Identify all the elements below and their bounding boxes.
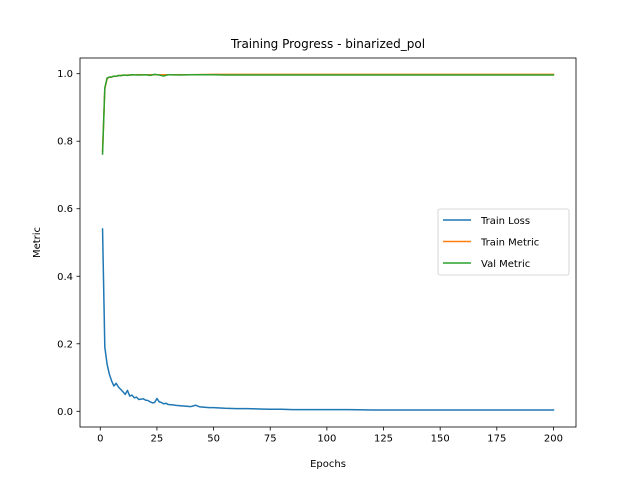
y-axis-label: Metric [32,227,43,258]
x-axis-label: Epochs [310,459,346,470]
x-tick-label: 50 [207,434,220,445]
y-tick-label: 0.4 [57,272,73,283]
y-tick-label: 0.2 [57,339,73,350]
x-tick-label: 200 [544,434,563,445]
legend-label: Train Loss [480,216,530,227]
x-tick-label: 75 [264,434,277,445]
y-tick-label: 0.6 [57,204,73,215]
x-tick-label: 150 [431,434,450,445]
plot-area: 0 25 50 75 100 125 150 175 200 0.0 0.2 0.4 0.6 0.8 1.0 [57,57,577,445]
x-tick-label: 100 [317,434,336,445]
x-tick-label: 0 [97,434,103,445]
x-tick-label: 175 [487,434,506,445]
y-tick-label: 1.0 [57,69,73,80]
series-line-train-loss [101,228,555,411]
legend: Train Loss Train Metric Val Metric [437,208,570,276]
y-tick-label: 0.8 [57,137,73,148]
y-tick-label: 0.0 [57,407,73,418]
chart-title: Training Progress - binarized_pol [230,37,425,51]
legend-box [437,208,570,276]
x-tick-label: 125 [374,434,393,445]
series-line-val-metric [101,73,555,155]
legend-label: Val Metric [481,259,530,270]
legend-label: Train Metric [480,238,539,249]
axes-frame [79,57,577,428]
x-tick-label: 25 [151,434,164,445]
